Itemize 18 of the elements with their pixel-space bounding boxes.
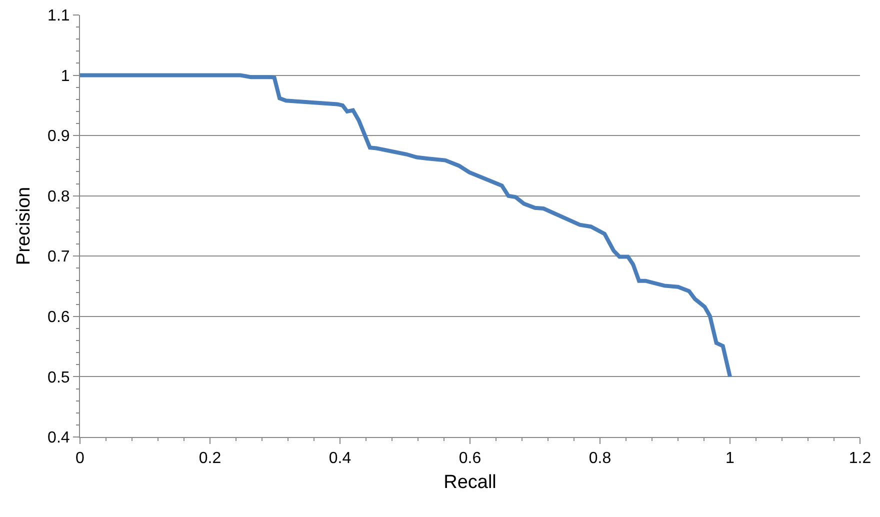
y-tick-label: 0.6: [48, 309, 70, 326]
y-tick-label: 0.8: [48, 188, 70, 206]
y-tick-label: 1.1: [48, 8, 70, 25]
y-tick-label: 0.5: [48, 369, 70, 386]
x-tick-label: 1.2: [848, 450, 872, 468]
x-tick-label: 0: [76, 450, 85, 468]
y-tick-label: 0.9: [48, 128, 70, 146]
y-axis-title: Precision: [13, 186, 34, 266]
y-tick-label: 0.4: [48, 430, 70, 447]
x-axis-title: Recall: [444, 472, 496, 493]
x-tick-label: 0.2: [198, 450, 222, 468]
x-tick-label: 0.6: [458, 450, 482, 468]
x-tick-label: 0.8: [588, 450, 612, 468]
x-tick-label: 1: [726, 450, 735, 468]
y-tick-label: 1: [60, 68, 70, 85]
y-tick-label: 0.7: [48, 248, 70, 266]
x-tick-label: 0.4: [328, 450, 352, 468]
line-series: [80, 73, 732, 379]
